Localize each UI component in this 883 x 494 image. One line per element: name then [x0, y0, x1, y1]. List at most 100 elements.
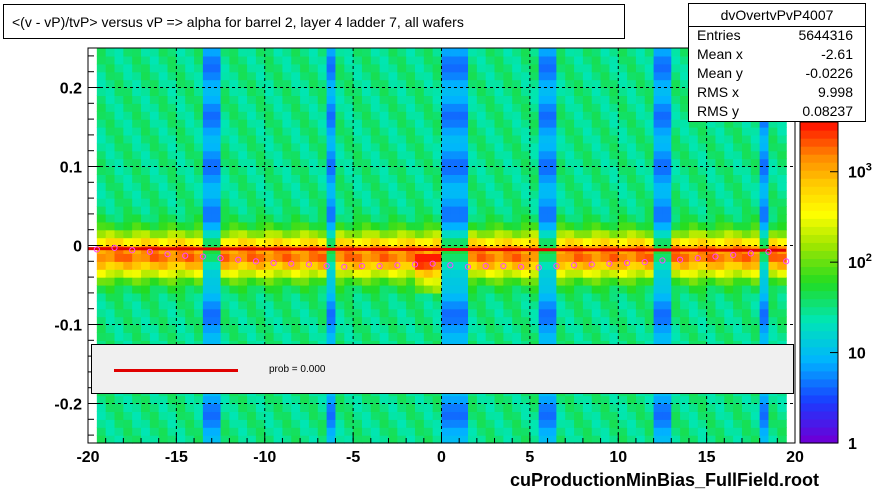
heatmap-cell	[194, 87, 204, 96]
heatmap-cell	[565, 158, 575, 168]
heatmap-cell	[627, 95, 637, 104]
heatmap-cell	[114, 48, 124, 57]
heatmap-cell	[494, 237, 504, 247]
heatmap-cell	[167, 435, 177, 444]
heatmap-cell	[123, 190, 133, 199]
heatmap-cell	[715, 119, 725, 128]
heatmap-cell	[300, 71, 310, 81]
heatmap-cell	[556, 285, 566, 294]
heatmap-cell	[397, 285, 407, 294]
heatmap-cell	[308, 174, 319, 183]
heatmap-cell	[264, 285, 275, 294]
palette-segment	[800, 258, 838, 268]
heatmap-cell	[229, 300, 239, 310]
heatmap-cell	[273, 237, 284, 247]
heatmap-cell	[476, 285, 487, 294]
heatmap-cell	[750, 150, 761, 160]
heatmap-cell	[450, 182, 460, 191]
heatmap-cell	[194, 221, 204, 231]
heatmap-cell	[591, 206, 602, 215]
heatmap-cell	[432, 213, 443, 223]
heatmap-cell	[733, 285, 743, 294]
heatmap-cell	[503, 324, 513, 333]
heatmap-cell	[282, 87, 292, 96]
heatmap-cell	[609, 206, 619, 215]
heatmap-cell	[529, 142, 540, 152]
heatmap-cell	[273, 95, 284, 104]
heatmap-cell	[158, 316, 169, 326]
heatmap-cell	[688, 292, 699, 302]
heatmap-cell	[521, 127, 531, 136]
heatmap-cell	[768, 435, 778, 444]
heatmap-cell	[556, 103, 566, 112]
heatmap-cell	[635, 261, 646, 270]
heatmap-cell	[441, 55, 451, 65]
heatmap-cell	[441, 277, 451, 286]
heatmap-cell	[653, 79, 664, 89]
heatmap-cell	[149, 237, 160, 247]
heatmap-cell	[741, 292, 752, 302]
heatmap-cell	[521, 134, 531, 144]
heatmap-cell	[600, 166, 611, 175]
heatmap-cell	[194, 111, 204, 120]
heatmap-cell	[194, 119, 204, 128]
heatmap-cell	[441, 332, 451, 341]
heatmap-cell	[326, 221, 337, 231]
heatmap-cell	[653, 300, 664, 310]
heatmap-cell	[291, 332, 301, 341]
heatmap-cell	[459, 277, 469, 286]
stats-row-mean-y: Mean y -0.0226	[697, 65, 853, 83]
heatmap-cell	[291, 300, 301, 310]
heatmap-cell	[733, 427, 743, 436]
heatmap-cell	[485, 182, 496, 191]
heatmap-cell	[494, 285, 504, 294]
heatmap-cell	[370, 261, 381, 270]
heatmap-cell	[750, 174, 761, 183]
heatmap-cell	[627, 190, 637, 199]
heatmap-cell	[688, 316, 699, 326]
heatmap-cell	[414, 63, 425, 73]
heatmap-cell	[503, 87, 513, 96]
heatmap-cell	[211, 419, 222, 428]
profile-point	[270, 259, 277, 266]
heatmap-cell	[326, 150, 337, 160]
heatmap-cell	[600, 292, 611, 302]
heatmap-cell	[494, 174, 504, 183]
heatmap-cell	[291, 261, 301, 270]
heatmap-cell	[291, 103, 301, 112]
heatmap-cell	[423, 269, 434, 278]
heatmap-cell	[521, 253, 531, 262]
heatmap-cell	[194, 127, 204, 136]
fit-curve	[87, 247, 787, 252]
heatmap-cell	[406, 292, 416, 302]
heatmap-cell	[618, 71, 628, 81]
heatmap-cell	[556, 261, 566, 270]
heatmap-cell	[406, 166, 416, 175]
heatmap-cell	[538, 206, 549, 215]
heatmap-cell	[450, 198, 460, 207]
heatmap-cell	[141, 292, 151, 302]
heatmap-cell	[344, 166, 354, 175]
heatmap-cell	[211, 411, 222, 420]
heatmap-cell	[662, 285, 672, 294]
heatmap-cell	[229, 221, 239, 231]
heatmap-cell	[494, 206, 504, 215]
heatmap-cell	[123, 158, 133, 168]
heatmap-cell	[644, 127, 655, 136]
heatmap-cell	[512, 419, 522, 428]
heatmap-cell	[255, 213, 266, 223]
heatmap-cell	[361, 403, 372, 412]
heatmap-cell	[768, 403, 778, 412]
heatmap-cell	[697, 182, 708, 191]
heatmap-cell	[556, 190, 566, 199]
heatmap-cell	[476, 119, 487, 128]
heatmap-cell	[194, 403, 204, 412]
heatmap-cell	[247, 111, 257, 120]
heatmap-cell	[141, 55, 151, 65]
heatmap-cell	[105, 300, 116, 310]
heatmap-cell	[653, 198, 664, 207]
heatmap-cell	[211, 403, 222, 412]
heatmap-cell	[149, 87, 160, 96]
heatmap-cell	[176, 174, 186, 183]
heatmap-cell	[317, 142, 328, 152]
